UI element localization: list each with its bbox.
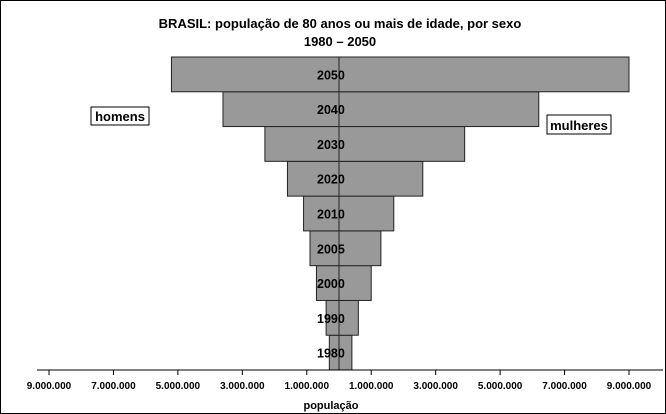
legend-men-label: homens	[95, 109, 145, 124]
bar-women-2020	[338, 160, 424, 197]
x-tick-label: 9.000.000	[607, 381, 652, 392]
year-label-2050: 2050	[317, 68, 345, 82]
year-label-2030: 2030	[317, 138, 345, 152]
x-axis-title: população	[303, 400, 358, 412]
bar-women-2030	[338, 126, 466, 162]
x-tick-label: 5.000.000	[156, 381, 201, 392]
legend-women-box	[546, 114, 612, 135]
bar-women-2010	[338, 195, 395, 232]
bar-women-2005	[338, 230, 382, 267]
legend-women-label: mulheres	[550, 118, 608, 133]
x-tick-label: 5.000.000	[478, 381, 523, 392]
x-tick-label: 1.000.000	[285, 381, 330, 392]
bar-women-2040	[338, 91, 540, 128]
year-label-2000: 2000	[317, 277, 345, 291]
legend-men-box	[90, 106, 150, 126]
chart-title: BRASIL: população de 80 anos ou mais de …	[159, 16, 522, 31]
bar-men-2030	[264, 126, 340, 162]
bars-group: 1980 1990 2000 2005 2010 2020 2030 2040 2050	[170, 56, 630, 371]
legend-women: mulheres	[546, 114, 612, 135]
x-tick-label: 3.000.000	[413, 381, 458, 392]
year-label-1990: 1990	[317, 312, 345, 326]
x-tick-label: 9.000.000	[27, 381, 72, 392]
x-tick-label: 7.000.000	[542, 381, 587, 392]
bar-women-2050	[338, 56, 630, 93]
x-tick-label: 3.000.000	[220, 381, 265, 392]
year-label-2005: 2005	[317, 242, 345, 256]
legend-men: homens	[90, 106, 150, 126]
year-label-2040: 2040	[317, 103, 345, 117]
x-axis: 9.000.000 7.000.000 5.000.000 3.000.000 1.00…	[27, 369, 663, 392]
x-tick-label: 7.000.000	[91, 381, 136, 392]
year-label-2020: 2020	[317, 173, 345, 187]
x-tick-label: 1.000.000	[349, 381, 394, 392]
year-label-2010: 2010	[317, 208, 345, 222]
bar-men-2050	[170, 56, 340, 93]
chart-subtitle: 1980 – 2050	[304, 34, 376, 49]
year-label-1980: 1980	[317, 347, 345, 361]
